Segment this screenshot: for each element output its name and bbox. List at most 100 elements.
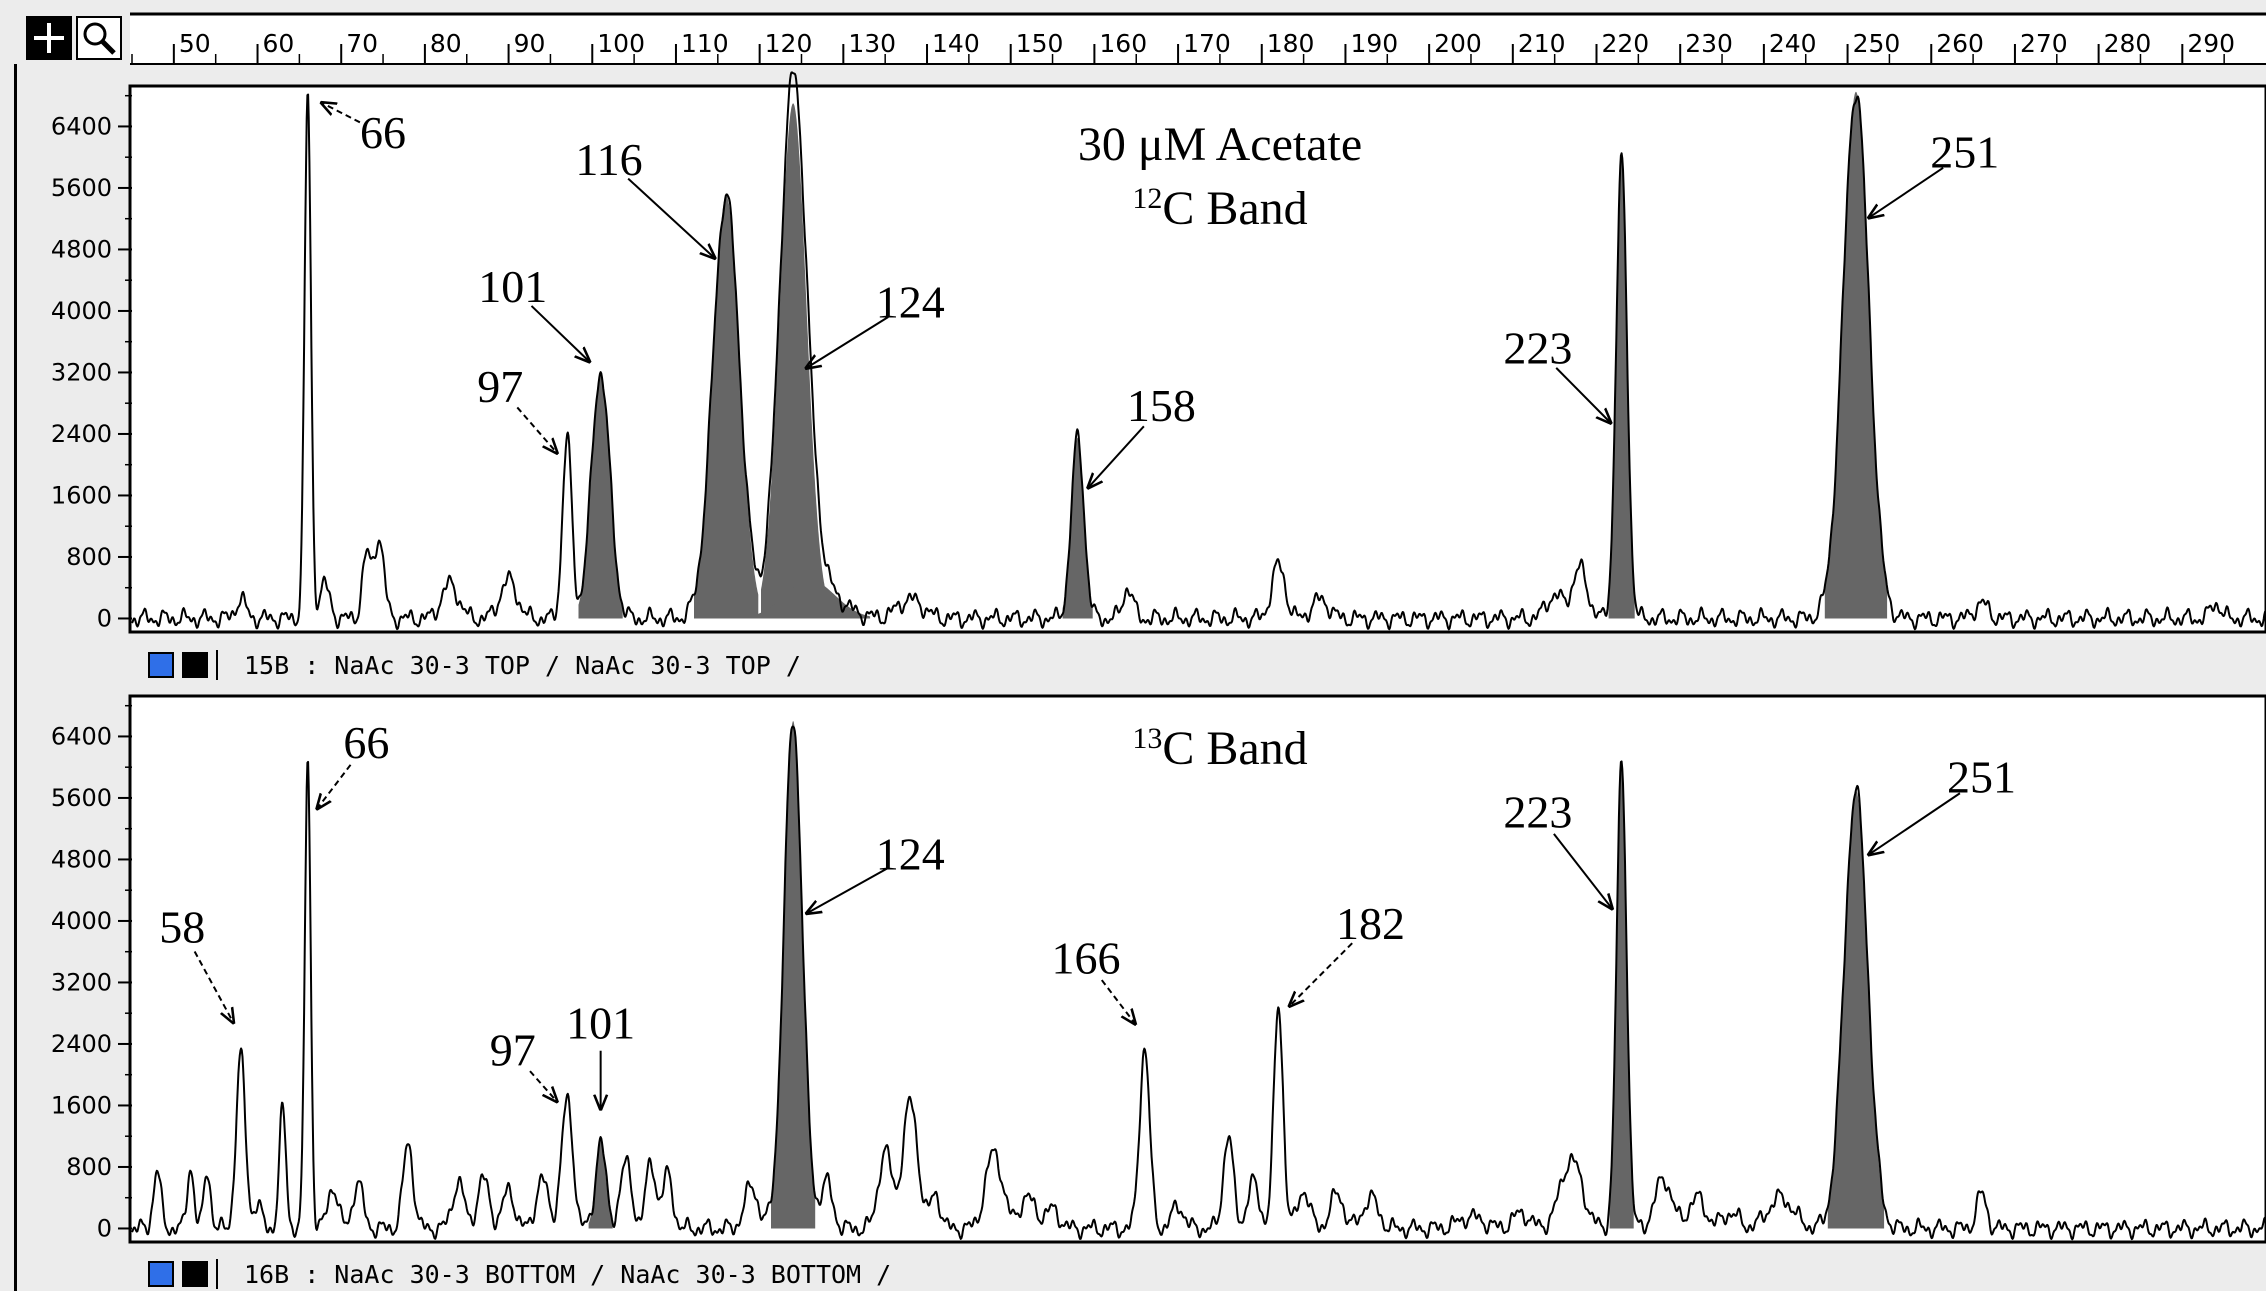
x-tick-label: 70 xyxy=(346,29,378,58)
x-tick-label: 80 xyxy=(430,29,462,58)
annotation-label-158: 158 xyxy=(1127,380,1196,431)
x-tick-label: 170 xyxy=(1183,29,1231,58)
y-tick-label: 5600 xyxy=(51,784,112,812)
divider xyxy=(216,650,218,680)
panel-12c-band: 0 800 1600 2400 3200 4000 4800 5600 6400 66 97 101 1… xyxy=(51,71,2266,632)
annotation-arrow-182 xyxy=(1288,942,1353,1007)
annotation-arrow-116 xyxy=(627,177,716,260)
zoom-tool-button[interactable] xyxy=(76,16,122,60)
y-tick-label: 3200 xyxy=(51,968,112,996)
x-tick-label: 160 xyxy=(1099,29,1147,58)
x-ruler[interactable] xyxy=(130,14,2266,64)
y-tick-label: 3200 xyxy=(51,358,112,386)
crosshair-tool-button[interactable] xyxy=(26,16,72,60)
y-tick-label: 5600 xyxy=(51,174,112,202)
chart-title: 30 μM Acetate xyxy=(1078,118,1362,171)
band-label: C Band xyxy=(1162,722,1307,775)
annotation-arrow-251 xyxy=(1868,167,1944,219)
peak-area-223 xyxy=(1609,763,1634,1229)
chart-subtitle: 12C Band xyxy=(1132,182,1307,235)
x-tick-label: 50 xyxy=(179,29,211,58)
peak-area-251 xyxy=(1827,790,1885,1229)
x-tick-label: 290 xyxy=(2187,29,2235,58)
panel-13c-band: 0 800 1600 2400 3200 4000 4800 5600 6400 58 66 97 10… xyxy=(51,704,2266,1242)
annotation-arrow-223 xyxy=(1553,833,1613,910)
x-tick-label: 100 xyxy=(597,29,645,58)
peak-area-101 xyxy=(578,372,623,619)
x-tick-label: 190 xyxy=(1350,29,1398,58)
trace-color-swatch-black[interactable] xyxy=(182,1261,208,1287)
x-tick-label: 110 xyxy=(681,29,729,58)
peak-area-158 xyxy=(1062,437,1093,619)
annotation-arrow-124 xyxy=(805,867,889,914)
y-tick-label: 4800 xyxy=(51,845,112,873)
chart-subtitle: 13C Band xyxy=(1132,722,1307,775)
x-axis-tick-group: 50 60 70 80 90 100 110 120 130 140 150 160 170 180 190… xyxy=(131,29,2235,63)
annotation-arrow-101 xyxy=(530,305,591,363)
annotation-arrow-124 xyxy=(805,316,889,369)
x-tick-label: 150 xyxy=(1016,29,1064,58)
y-tick-label: 800 xyxy=(66,543,112,571)
trace-line xyxy=(131,71,2266,631)
peak-area-124 xyxy=(771,721,816,1229)
x-tick-label: 200 xyxy=(1434,29,1482,58)
x-tick-label: 220 xyxy=(1602,29,1650,58)
x-tick-label: 260 xyxy=(1936,29,1984,58)
y-tick-label: 0 xyxy=(97,604,112,632)
y-tick-label: 800 xyxy=(66,1153,112,1181)
annotation-label-97: 97 xyxy=(477,361,523,412)
annotation-arrow-97 xyxy=(516,406,558,454)
annotation-label-124: 124 xyxy=(876,276,945,327)
y-tick-label: 6400 xyxy=(51,722,112,750)
peak-area-124 xyxy=(761,103,826,619)
crosshair-icon xyxy=(34,23,64,53)
x-tick-label: 130 xyxy=(848,29,896,58)
annotation-label-101: 101 xyxy=(478,261,547,312)
trace-status-bar-bottom: 16B : NaAc 30-3 BOTTOM / NaAc 30-3 BOTTO… xyxy=(148,1256,891,1292)
isotope-superscript: 12 xyxy=(1132,182,1162,215)
plot-bottom[interactable] xyxy=(128,694,2266,1244)
annotation-arrow-223 xyxy=(1555,367,1612,424)
annotation-label-124: 124 xyxy=(876,829,945,880)
annotation-label-223: 223 xyxy=(1503,786,1572,837)
annotation-label-251: 251 xyxy=(1947,752,2016,803)
isotope-superscript: 13 xyxy=(1132,722,1162,755)
x-tick-label: 120 xyxy=(765,29,813,58)
x-tick-label: 270 xyxy=(2020,29,2068,58)
peak-area-101 xyxy=(588,1140,613,1229)
x-tick-label: 240 xyxy=(1769,29,1817,58)
y-tick-label: 2400 xyxy=(51,420,112,448)
annotation-arrow-58 xyxy=(193,950,234,1023)
magnifier-icon xyxy=(83,22,116,55)
annotation-label-223: 223 xyxy=(1503,322,1572,373)
trace-color-swatch-blue[interactable] xyxy=(148,1261,174,1287)
x-tick-label: 180 xyxy=(1267,29,1315,58)
x-tick-label: 280 xyxy=(2104,29,2152,58)
y-tick-label: 1600 xyxy=(51,481,112,509)
peak-area-126 xyxy=(749,580,871,619)
y-tick-label: 4800 xyxy=(51,235,112,263)
y-tick-label: 6400 xyxy=(51,112,112,140)
y-tick-label: 4000 xyxy=(51,907,112,935)
sample-label-top: 15B : NaAc 30-3 TOP / NaAc 30-3 TOP / xyxy=(244,650,801,680)
annotation-label-66: 66 xyxy=(360,107,406,158)
trace-color-swatch-black[interactable] xyxy=(182,652,208,678)
annotation-arrow-97 xyxy=(529,1070,558,1103)
annotation-label-251: 251 xyxy=(1930,126,1999,177)
trace-status-bar-top: 15B : NaAc 30-3 TOP / NaAc 30-3 TOP / xyxy=(148,647,801,683)
peak-area-251 xyxy=(1824,91,1888,619)
x-tick-label: 250 xyxy=(1853,29,1901,58)
trace-color-swatch-blue[interactable] xyxy=(148,652,174,678)
annotation-label-182: 182 xyxy=(1336,898,1405,949)
peak-area-116 xyxy=(694,195,759,619)
annotation-arrow-66 xyxy=(320,102,361,124)
plot-top[interactable] xyxy=(128,84,2266,634)
x-tick-label: 60 xyxy=(263,29,295,58)
sample-label-bottom: 16B : NaAc 30-3 BOTTOM / NaAc 30-3 BOTTO… xyxy=(244,1259,892,1289)
annotation-label-116: 116 xyxy=(575,134,642,185)
annotation-arrow-158 xyxy=(1087,425,1145,489)
trace-line xyxy=(131,725,2266,1241)
divider xyxy=(216,1259,218,1289)
band-label: C Band xyxy=(1162,182,1307,235)
